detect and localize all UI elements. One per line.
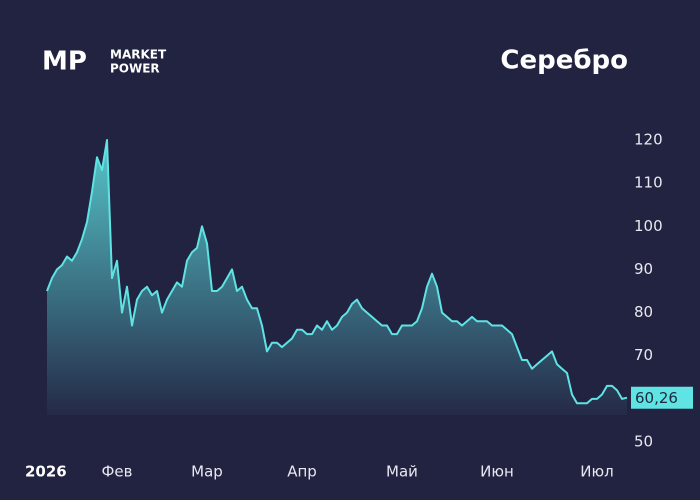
x-tick-label: Июл [580, 463, 613, 481]
last-value-label: 60,26 [635, 389, 678, 407]
brand-name: POWER [110, 62, 160, 76]
y-tick-label: 80 [634, 303, 653, 321]
y-tick-label: 90 [634, 260, 653, 278]
last-value-box [631, 386, 693, 409]
area-fill [47, 140, 627, 415]
y-tick-label: 110 [634, 174, 663, 192]
x-tick-label: Апр [287, 463, 317, 481]
x-tick-label: 2026 [25, 463, 67, 481]
y-tick-label: 100 [634, 217, 663, 235]
y-tick-label: 70 [634, 346, 653, 364]
brand-name: MARKET [110, 48, 167, 62]
x-tick-label: Фев [102, 463, 133, 481]
y-tick-label: 50 [634, 433, 653, 451]
x-tick-label: Май [386, 463, 418, 481]
y-tick-label: 120 [634, 131, 663, 149]
brand-mark: MP [42, 47, 87, 77]
price-line [46, 139, 628, 405]
x-tick-label: Мар [191, 463, 223, 481]
x-tick-label: Июн [480, 463, 514, 481]
chart-title: Серебро [500, 46, 628, 76]
